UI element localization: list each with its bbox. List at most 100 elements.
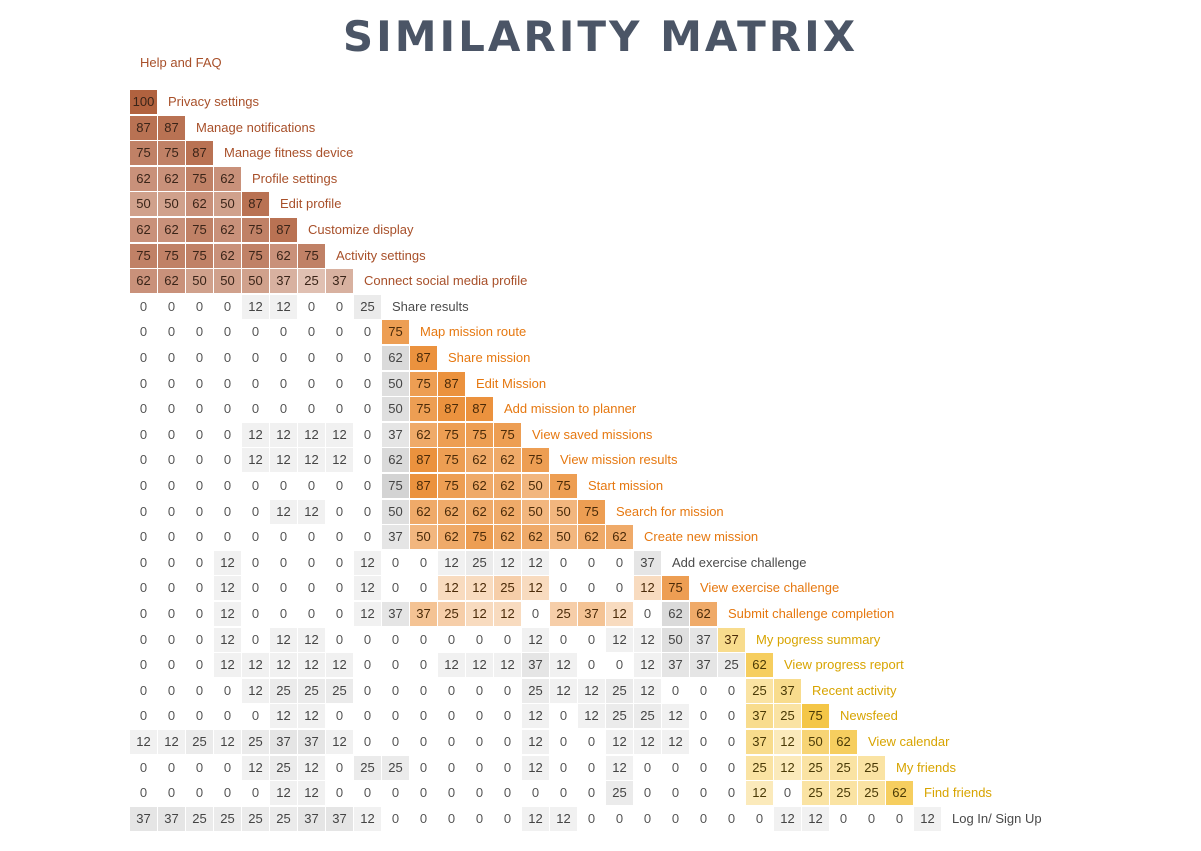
matrix-cell: 0 <box>158 653 185 678</box>
row-label: Add exercise challenge <box>672 554 807 570</box>
matrix-cell: 50 <box>130 192 157 217</box>
matrix-cell: 0 <box>354 678 381 703</box>
matrix-cell: 0 <box>326 576 353 601</box>
matrix-cell: 12 <box>550 653 577 678</box>
row-label: View saved missions <box>532 426 653 442</box>
matrix-cell: 0 <box>634 781 661 806</box>
matrix-cell: 12 <box>578 678 605 703</box>
matrix-cell: 75 <box>578 499 605 524</box>
matrix-cell: 0 <box>270 525 297 550</box>
matrix-cell: 12 <box>354 550 381 575</box>
matrix-cell: 87 <box>270 218 297 243</box>
matrix-cell: 25 <box>438 602 465 627</box>
matrix-cell: 0 <box>214 371 241 396</box>
matrix-cell: 100 <box>130 90 157 115</box>
matrix-cell: 0 <box>214 397 241 422</box>
matrix-cell: 62 <box>494 474 521 499</box>
matrix-cell: 87 <box>438 371 465 396</box>
matrix-cell: 25 <box>830 781 857 806</box>
matrix-cell: 12 <box>298 653 325 678</box>
matrix-cell: 75 <box>130 243 157 268</box>
matrix-cell: 0 <box>438 627 465 652</box>
matrix-cell: 12 <box>242 294 269 319</box>
matrix-cell: 0 <box>494 627 521 652</box>
matrix-cell: 0 <box>382 550 409 575</box>
matrix-cell: 25 <box>186 730 213 755</box>
matrix-cell: 25 <box>354 755 381 780</box>
matrix-cell: 0 <box>214 755 241 780</box>
matrix-cell: 0 <box>242 602 269 627</box>
matrix-cell: 0 <box>410 576 437 601</box>
matrix-cell: 0 <box>130 525 157 550</box>
matrix-cell: 0 <box>550 781 577 806</box>
matrix-cell: 0 <box>354 499 381 524</box>
matrix-cell: 0 <box>662 781 689 806</box>
matrix-cell: 87 <box>158 115 185 140</box>
matrix-cell: 0 <box>298 474 325 499</box>
matrix-cell: 25 <box>270 755 297 780</box>
matrix-cell: 0 <box>270 576 297 601</box>
matrix-cell: 0 <box>158 474 185 499</box>
matrix-cell: 0 <box>382 730 409 755</box>
matrix-cell: 0 <box>438 806 465 831</box>
matrix-cell: 0 <box>326 499 353 524</box>
matrix-cell: 0 <box>466 806 493 831</box>
matrix-cell: 0 <box>186 576 213 601</box>
matrix-cell: 0 <box>690 806 717 831</box>
matrix-cell: 87 <box>438 397 465 422</box>
matrix-cell: 12 <box>270 704 297 729</box>
matrix-cell: 0 <box>186 704 213 729</box>
row-label: Profile settings <box>252 170 338 186</box>
matrix-cell: 12 <box>522 755 549 780</box>
matrix-cell: 0 <box>326 627 353 652</box>
matrix-cell: 0 <box>354 653 381 678</box>
matrix-cell: 0 <box>214 294 241 319</box>
matrix-cell: 12 <box>634 627 661 652</box>
matrix-cell: 0 <box>186 550 213 575</box>
matrix-cell: 0 <box>578 627 605 652</box>
matrix-cell: 75 <box>382 474 409 499</box>
matrix-cell: 62 <box>158 218 185 243</box>
matrix-cell: 0 <box>410 678 437 703</box>
matrix-cell: 0 <box>242 499 269 524</box>
matrix-cell: 37 <box>410 602 437 627</box>
matrix-cell: 12 <box>270 294 297 319</box>
matrix-cell: 62 <box>382 448 409 473</box>
matrix-cell: 0 <box>242 550 269 575</box>
matrix-cell: 62 <box>466 474 493 499</box>
matrix-cell: 0 <box>130 397 157 422</box>
matrix-cell: 25 <box>718 653 745 678</box>
matrix-cell: 25 <box>606 704 633 729</box>
matrix-cell: 0 <box>270 474 297 499</box>
matrix-cell: 12 <box>774 730 801 755</box>
matrix-cell: 0 <box>158 525 185 550</box>
matrix-cell: 0 <box>298 397 325 422</box>
matrix-cell: 87 <box>410 474 437 499</box>
matrix-cell: 12 <box>270 448 297 473</box>
matrix-cell: 25 <box>802 755 829 780</box>
matrix-cell: 37 <box>298 806 325 831</box>
matrix-cell: 0 <box>354 320 381 345</box>
matrix-cell: 0 <box>326 397 353 422</box>
matrix-cell: 75 <box>466 525 493 550</box>
matrix-cell: 0 <box>466 755 493 780</box>
matrix-cell: 0 <box>326 371 353 396</box>
matrix-cell: 0 <box>354 422 381 447</box>
matrix-cell: 0 <box>326 346 353 371</box>
matrix-cell: 62 <box>606 525 633 550</box>
row-label: View progress report <box>784 657 904 673</box>
row-label: Manage notifications <box>196 119 316 135</box>
matrix-cell: 62 <box>466 448 493 473</box>
matrix-cell: 37 <box>382 525 409 550</box>
matrix-cell: 12 <box>522 550 549 575</box>
matrix-cell: 0 <box>690 781 717 806</box>
matrix-cell: 0 <box>410 704 437 729</box>
matrix-cell: 0 <box>578 755 605 780</box>
matrix-cell: 12 <box>522 806 549 831</box>
matrix-cell: 0 <box>354 627 381 652</box>
matrix-cell: 0 <box>550 755 577 780</box>
matrix-cell: 50 <box>522 474 549 499</box>
matrix-cell: 50 <box>382 371 409 396</box>
matrix-cell: 12 <box>662 704 689 729</box>
matrix-cell: 0 <box>130 499 157 524</box>
